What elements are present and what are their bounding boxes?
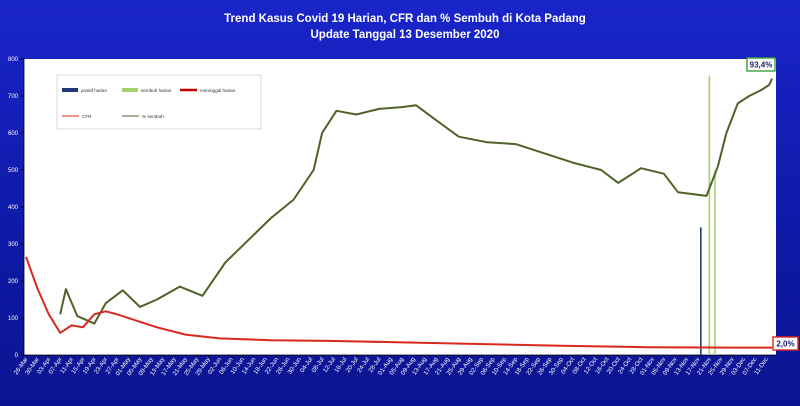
cfr-line [25,256,772,349]
y-tick-label: 600 [8,131,19,137]
x-axis-ticks: 26-Mar30-Mar03-Apr07-Apr11-Apr15-Apr19-A… [13,355,770,377]
callout-cfr-box [772,336,799,351]
pct-sembuh-line [59,78,773,325]
y-tick-label: 700 [8,94,19,100]
chart-subtitle: Update Tanggal 13 Desember 2020 [311,29,500,41]
legend-label-sembuh: sembuh harian [141,88,172,93]
y-tick-label: 100 [8,316,19,322]
lines-layer [25,78,773,349]
peak-bar [700,227,702,355]
legend-label-meninggal: meninggal harian [200,88,236,93]
callout-pct-sembuh-label: 93,4% [750,61,773,70]
peak-bar [708,75,711,356]
y-tick-label: 400 [8,205,19,211]
legend-label-cfr: CFR [82,114,92,119]
y-tick-label: 800 [8,57,19,63]
y-tick-label: 200 [8,279,19,285]
y-axis-ticks: 0 100 200 300 400 500 600 700 800 [8,57,24,359]
callout-cfr-label: 2,0% [776,340,794,349]
legend: positif harian sembuh harian meninggal h… [56,74,262,130]
y-tick-label: 500 [8,168,19,174]
legend-swatch-sembuh [122,88,138,92]
legend-label-pct-sembuh: % sembuh [142,114,164,119]
bars-layer [700,75,716,356]
y-tick-label: 0 [15,353,19,359]
chart-title: Trend Kasus Covid 19 Harian, CFR dan % S… [224,13,586,25]
legend-swatch-positif [62,88,78,92]
callout-pct-sembuh-box [746,57,776,72]
y-tick-label: 300 [8,242,19,248]
callout-cfr: 2,0% [772,336,799,351]
callout-pct-sembuh: 93,4% [746,57,776,72]
legend-label-positif: positif harian [81,88,107,93]
legend-box [56,74,262,130]
peak-bar [714,170,716,355]
